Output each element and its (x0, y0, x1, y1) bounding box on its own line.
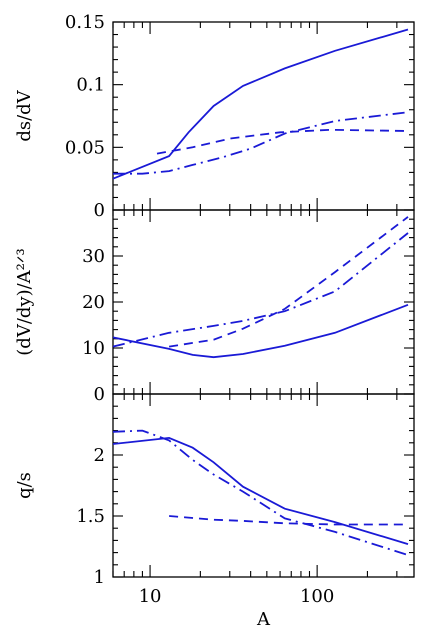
series-line-dashdot (113, 429, 409, 556)
series-line-dashdot (113, 232, 409, 348)
panel-1: 0 0.05 0.1 0.15 ds/dV (14, 12, 415, 221)
y-tick-label: 0.05 (65, 137, 105, 158)
y-tick-label: 0 (94, 200, 105, 221)
panels-group: 0 0.05 0.1 0.15 ds/dV 0 10 20 30 (dV/dy)/A²ᐟ³ 1 1.5… (14, 12, 415, 607)
series-line-dashdot (113, 111, 409, 175)
panel-frame (112, 209, 415, 395)
panel-frame (112, 393, 415, 578)
series-line-dashed (156, 128, 409, 155)
panel-frame (112, 21, 415, 211)
y-axis-title: (dV/dy)/A²ᐟ³ (14, 248, 35, 355)
y-tick-label: 30 (82, 246, 105, 267)
y-tick-label: 0.15 (65, 12, 105, 33)
series-line-dashed (168, 216, 409, 348)
series-line-solid (113, 436, 409, 545)
series-line-dashed (169, 515, 408, 526)
panel-2: 0 10 20 30 (dV/dy)/A²ᐟ³ (14, 209, 415, 405)
y-tick-label: 0 (94, 384, 105, 405)
y-tick-label: 1 (94, 567, 105, 588)
x-tick-label: 100 (300, 586, 334, 607)
x-tick-label: 10 (139, 586, 162, 607)
series-line-solid (113, 28, 409, 180)
x-axis-title: A (256, 609, 271, 630)
y-tick-label: 20 (82, 292, 105, 313)
y-tick-label: 2 (94, 445, 105, 466)
y-tick-label: 1.5 (76, 506, 105, 527)
panel-3: 1 1.5 2 q/s (14, 393, 415, 588)
y-tick-label: 0.1 (76, 75, 105, 96)
y-axis-title: ds/dV (14, 89, 35, 141)
series-line-solid (113, 303, 409, 359)
y-axis-title: q/s (14, 472, 35, 499)
y-tick-label: 10 (82, 338, 105, 359)
